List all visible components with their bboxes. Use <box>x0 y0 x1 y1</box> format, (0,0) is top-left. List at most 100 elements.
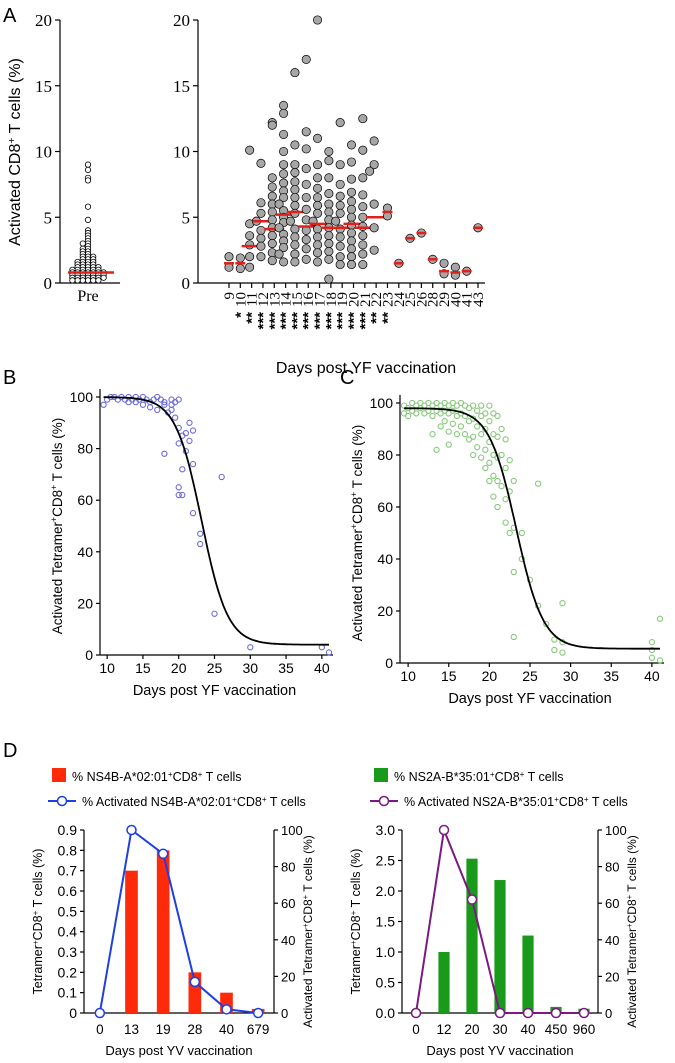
panel-a-day-point <box>312 240 323 250</box>
panel-a-day-point <box>335 232 345 242</box>
panel-a-day-point <box>358 240 368 250</box>
data-point <box>486 477 493 485</box>
x-tick-label: 40 <box>520 1022 535 1037</box>
panel-a-day-point <box>279 242 289 253</box>
y-tick-label: 2.5 <box>376 853 396 869</box>
panel-a-right-y-tick-label: 5 <box>182 208 191 227</box>
activated-line <box>98 828 259 1014</box>
y-tick-label: 80 <box>77 441 93 457</box>
panel-a-x-label: Days post YF vaccination <box>276 360 456 377</box>
data-point <box>100 401 107 408</box>
panel-a-day-point <box>358 114 368 124</box>
y-tick-label: 20 <box>377 603 393 619</box>
y-tick-label: 100 <box>370 395 394 411</box>
panel-a-day-point <box>256 233 266 243</box>
panel-a-day-point <box>324 254 334 264</box>
panel-a-x-tick-label: 16 <box>301 292 317 308</box>
data-point <box>175 440 182 447</box>
panel-a-day-point <box>301 164 311 174</box>
panel-a-pre-point <box>79 240 86 247</box>
data-point <box>186 419 193 426</box>
panel-a-day-point <box>290 257 300 267</box>
panel-a-x-tick-label: 21 <box>358 292 374 307</box>
panel-a-day-point <box>358 221 368 232</box>
panel-a-x-tick-label: 24 <box>392 292 408 308</box>
panel-label-a: A <box>3 5 17 27</box>
data-point <box>197 540 204 548</box>
panel-a-x-tick-label: 20 <box>347 292 363 307</box>
panel-a-day-point <box>346 140 357 150</box>
x-tick-label: 25 <box>522 668 538 684</box>
data-point <box>139 401 147 408</box>
panel-a-right-y-tick-label: 20 <box>173 11 190 30</box>
data-point <box>404 412 412 420</box>
data-point <box>478 454 485 461</box>
panel-a-day-point <box>256 208 266 218</box>
panel-a-day-point <box>290 160 300 170</box>
data-point <box>218 473 225 481</box>
panel-a-day-point <box>245 145 255 155</box>
panel-a-day-point <box>335 260 345 270</box>
x-tick-label: 35 <box>603 668 619 684</box>
y-axis-label: Tetramer+CD8+ T cells (%) <box>31 849 46 995</box>
panel-a-significance: *** <box>312 312 329 330</box>
panel-a-day-point <box>346 204 357 214</box>
panel-a-significance: *** <box>278 312 295 330</box>
panel-a-day-point <box>369 223 379 233</box>
panel-a-day-point <box>290 224 300 234</box>
panel-a-day-point <box>346 157 357 167</box>
panel-a-day-point <box>267 256 277 266</box>
data-point <box>494 412 501 420</box>
y2-tick-label: 0 <box>605 1006 612 1021</box>
panel-a-day-point <box>312 192 323 203</box>
panel-a-day-point <box>324 156 334 166</box>
data-point <box>429 431 436 438</box>
panel-a-day-point <box>290 140 300 150</box>
panel-a-day-point <box>267 239 277 249</box>
data-point <box>161 450 168 457</box>
y-axis-label: Tetramer+CD8+ T cells (%) <box>349 849 364 995</box>
panel-a-significance: *** <box>300 312 317 330</box>
y-tick-label: 0.9 <box>58 822 78 838</box>
panel-a-day-point <box>301 192 311 203</box>
panel-c-chart: 0 20 40 60 80 100 10 15 20 25 30 35 40 Activated Tetr… <box>349 395 664 707</box>
legend-bar-swatch <box>374 768 388 782</box>
panel-a-day-point <box>245 262 255 272</box>
panel-a-day-point <box>346 212 357 222</box>
y2-tick-label: 0 <box>281 1006 288 1021</box>
x-tick-label: 0 <box>96 1022 104 1037</box>
data-point <box>486 459 493 466</box>
data-point <box>502 436 509 443</box>
data-point <box>482 410 489 417</box>
x-tick-label: 30 <box>242 660 258 676</box>
y-tick-label: 60 <box>77 492 93 508</box>
x-tick-label: 10 <box>99 660 115 676</box>
panel-d-right-chart: % NS2A-B*35:01+CD8+ T cells % Activated N… <box>349 768 639 1058</box>
data-point <box>506 529 513 537</box>
panel-a-x-tick-label: 18 <box>324 292 340 307</box>
data-point <box>445 428 452 435</box>
panel-a-day-point <box>358 190 368 200</box>
panel-a-day-point <box>267 182 277 192</box>
panel-a-day-point <box>346 220 357 230</box>
data-point <box>498 451 505 459</box>
panel-a-significance: ** <box>379 312 396 324</box>
panel-a-day-point <box>274 249 284 259</box>
panel-a-day-point <box>235 253 245 263</box>
data-point <box>498 425 505 433</box>
panel-a-day-point <box>335 241 345 251</box>
panel-a-day-point <box>335 191 345 201</box>
line-marker <box>438 824 450 836</box>
data-point <box>474 423 481 430</box>
y-tick-label: 20 <box>77 595 93 611</box>
y2-tick-label: 80 <box>605 860 619 875</box>
data-point <box>211 610 218 617</box>
line-marker <box>550 1007 562 1019</box>
panel-a-x-tick-label: 41 <box>460 292 476 307</box>
panel-a-day-point <box>235 263 245 274</box>
data-point <box>189 427 197 434</box>
data-point <box>502 519 509 526</box>
line-marker <box>410 1007 422 1019</box>
data-point <box>186 437 193 445</box>
data-point <box>433 446 440 453</box>
